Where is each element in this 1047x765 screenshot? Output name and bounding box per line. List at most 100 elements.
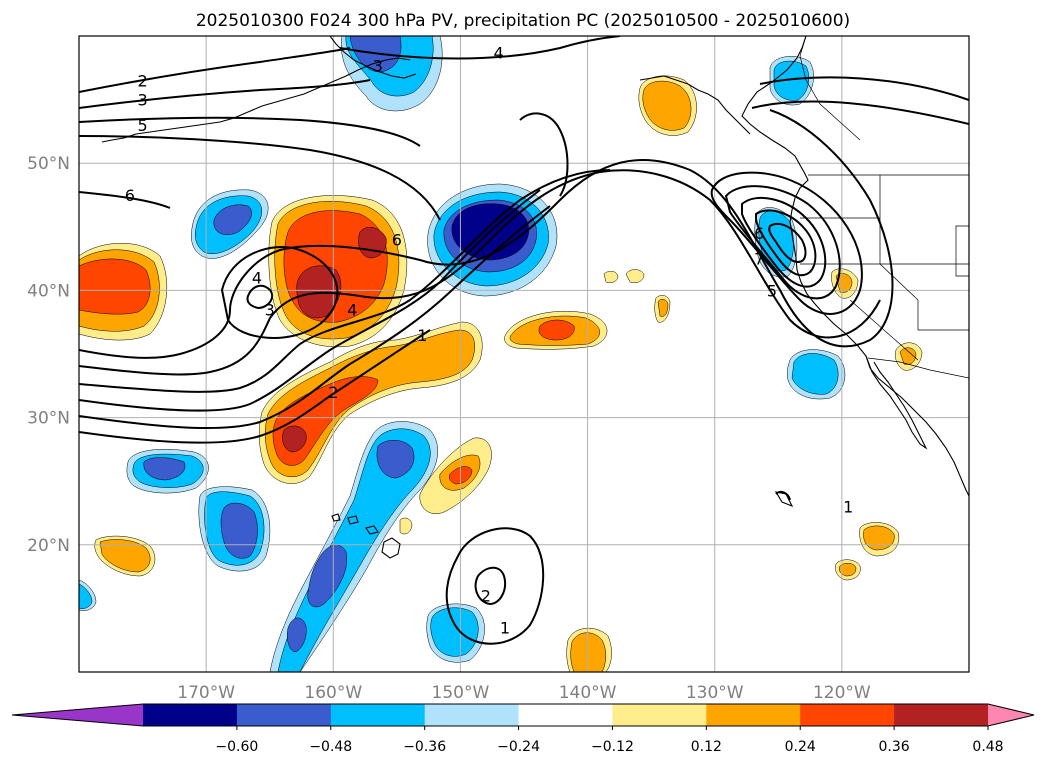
latitude-label: 20°N bbox=[27, 536, 70, 556]
coastline-baja-california bbox=[865, 355, 928, 450]
pv-contour-bc-small bbox=[775, 491, 791, 501]
pv-contour-label: 2 bbox=[481, 587, 491, 606]
colorbar-tick-label: −0.48 bbox=[309, 739, 352, 755]
colorbar-box bbox=[236, 704, 332, 726]
pv-contour-west-low-outer bbox=[220, 246, 339, 339]
pv-contour-6 bbox=[79, 135, 441, 221]
pv-contour-label: 6 bbox=[754, 224, 764, 243]
pv-contours bbox=[79, 36, 969, 645]
longitude-label: 120°W bbox=[813, 683, 871, 703]
pv-contour-6b bbox=[79, 191, 171, 209]
precip-region bbox=[657, 299, 669, 317]
pv-contour-east-low-1 bbox=[751, 100, 969, 125]
precip-region bbox=[642, 80, 692, 131]
precip-region bbox=[570, 632, 606, 672]
coastline-guadalupe bbox=[774, 491, 794, 508]
colorbar-box bbox=[800, 704, 895, 726]
coastline-hawaii-big-island bbox=[381, 537, 401, 559]
precip-region bbox=[839, 563, 857, 577]
pv-contour-gulf-trough bbox=[519, 112, 569, 197]
colorbar-box bbox=[518, 704, 613, 726]
colorbar-tick-label: 0.48 bbox=[972, 739, 1003, 755]
pv-contour-label: 4 bbox=[493, 44, 503, 63]
coastline-alaska-peninsula bbox=[329, 36, 417, 79]
pv-contour-label: 6 bbox=[392, 231, 402, 250]
pv-contour-5 bbox=[79, 116, 421, 147]
coastlines bbox=[101, 36, 969, 559]
precip-region bbox=[603, 271, 619, 283]
border-state-3 bbox=[800, 263, 969, 331]
longitude-label: 140°W bbox=[559, 683, 617, 703]
coastline-hawaii-kauai bbox=[331, 513, 341, 522]
pv-contour-east-low-4 bbox=[724, 185, 841, 300]
pv-contour-label: 4 bbox=[252, 269, 262, 288]
colorbar-extend-max bbox=[988, 704, 1034, 726]
pv-contour-east-low-2 bbox=[759, 76, 969, 101]
pv-contour-jet-2 bbox=[79, 169, 881, 376]
pv-contour-label: 2 bbox=[137, 72, 147, 91]
latitude-labels: 20°N 30°N 40°N 50°N bbox=[27, 154, 70, 556]
colorbar-tick-label: 0.36 bbox=[879, 739, 910, 755]
border-us-mexico bbox=[867, 357, 969, 379]
pv-contour-east-low-7 bbox=[768, 222, 807, 264]
colorbar-outline bbox=[11, 703, 1035, 727]
precip-region bbox=[307, 544, 348, 608]
precip-region bbox=[277, 428, 431, 672]
graticule bbox=[79, 36, 969, 672]
coastline-hawaii-maui bbox=[365, 525, 379, 535]
colorbar-tick-label: −0.60 bbox=[215, 739, 258, 755]
precip-region bbox=[863, 525, 895, 551]
colorbar-tick-label: 0.24 bbox=[785, 739, 816, 755]
precip-region bbox=[143, 457, 186, 481]
coastline-alaska-gulf bbox=[639, 75, 751, 135]
pv-contour-east-low-6 bbox=[755, 209, 817, 277]
precip-region bbox=[282, 425, 307, 453]
pv-contour-hawaii-low-2 bbox=[474, 566, 506, 606]
pv-contour-label: 1 bbox=[500, 618, 510, 637]
precip-region bbox=[538, 319, 575, 341]
latitude-label: 40°N bbox=[27, 281, 70, 301]
colorbar-tick-label: −0.12 bbox=[591, 739, 634, 755]
colorbar-box bbox=[894, 704, 989, 726]
coastline-hawaii-oahu bbox=[347, 515, 359, 525]
pv-contour-label: 1 bbox=[843, 498, 853, 517]
precip-region bbox=[287, 617, 307, 653]
precip-region bbox=[296, 265, 342, 319]
colorbar-box bbox=[612, 704, 707, 726]
latitude-label: 50°N bbox=[27, 154, 70, 174]
border-alaska-canada bbox=[799, 36, 861, 141]
colorbar-box bbox=[330, 704, 426, 726]
precip-region bbox=[79, 583, 93, 609]
precip-region bbox=[213, 204, 252, 235]
pv-contour-jet-6 bbox=[79, 329, 431, 444]
pv-contour-east-low-3 bbox=[710, 171, 863, 315]
longitude-label: 150°W bbox=[432, 683, 490, 703]
longitude-label: 170°W bbox=[177, 683, 235, 703]
border-state-5 bbox=[955, 225, 969, 277]
precip-region bbox=[376, 440, 415, 479]
colorbar: −0.60 −0.48 −0.36 −0.24 −0.12 0.12 0.24 0.36 0.4… bbox=[11, 703, 1035, 755]
pv-contour-jet-4 bbox=[79, 189, 541, 412]
colorbar-tick-label: −0.24 bbox=[497, 739, 540, 755]
pv-contour-east-low-5 bbox=[741, 196, 827, 288]
coastline-north-america bbox=[741, 36, 969, 497]
longitude-label: 130°W bbox=[686, 683, 744, 703]
longitude-label: 160°W bbox=[304, 683, 362, 703]
colorbar-box bbox=[706, 704, 801, 726]
precip-region bbox=[625, 269, 645, 283]
latitude-label: 30°N bbox=[27, 409, 70, 429]
pv-contour-jet-1 bbox=[79, 109, 894, 359]
pv-contour-hawaii-low-1 bbox=[445, 527, 545, 645]
colorbar-box bbox=[424, 704, 520, 726]
pv-contour-west-low-inner bbox=[246, 284, 274, 310]
figure-title: 2025010300 F024 300 hPa PV, precipitatio… bbox=[196, 11, 850, 31]
pv-contour-label: 4 bbox=[347, 300, 357, 319]
colorbar-tick-label: 0.12 bbox=[691, 739, 722, 755]
pv-contour-label: 5 bbox=[137, 116, 147, 135]
pv-contour-label: 3 bbox=[265, 300, 275, 319]
precip-region bbox=[79, 258, 151, 315]
map-frame bbox=[78, 35, 970, 673]
